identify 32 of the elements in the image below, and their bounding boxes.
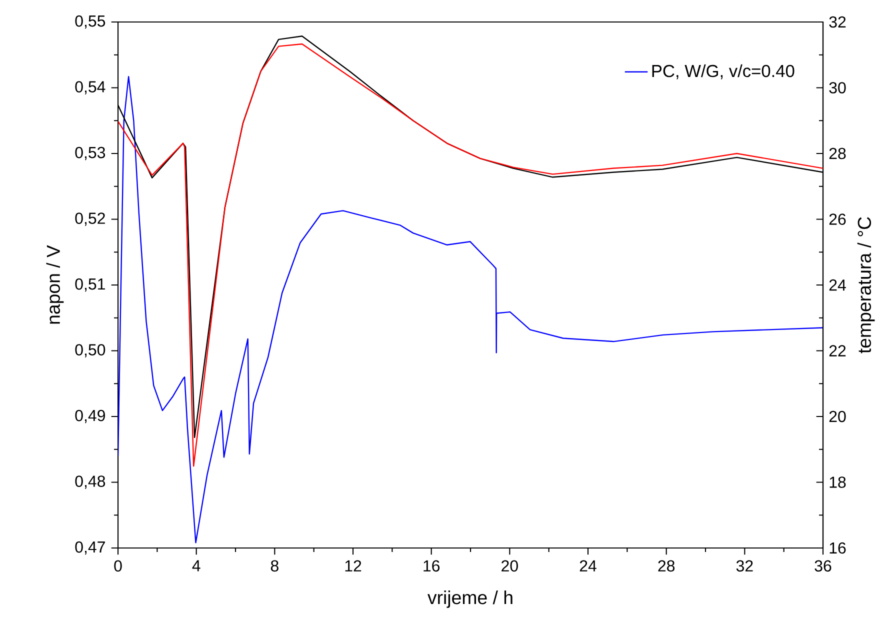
legend-label: PC, W/G, v/c=0.40 <box>652 64 794 80</box>
y-tick-label: 0,49 <box>75 410 105 424</box>
y2-axis-title: temperatura / °C <box>857 217 875 354</box>
y2-tick-label: 26 <box>829 214 846 225</box>
x-tick-label: 8 <box>270 560 278 572</box>
y-axis-title: napon / V <box>46 245 64 324</box>
x-tick-label: 4 <box>192 560 200 572</box>
y-tick-label: 0,53 <box>75 146 106 160</box>
x-tick-label: 12 <box>345 560 362 572</box>
x-tick-label: 20 <box>502 560 518 572</box>
y2-tick-label: 30 <box>829 82 846 94</box>
y2-tick-label: 18 <box>830 476 846 488</box>
x-tick-label: 16 <box>424 560 440 572</box>
y2-tick-label: 28 <box>829 148 846 160</box>
y-tick-label: 0,51 <box>75 278 105 292</box>
y-tick-label: 0,54 <box>75 81 106 94</box>
y-tick-label: 0,52 <box>75 212 105 226</box>
y2-tick-label: 20 <box>829 410 846 422</box>
y-tick-label: 0,48 <box>75 476 106 489</box>
y2-tick-label: 16 <box>830 542 846 554</box>
x-tick-label: 0 <box>114 560 122 572</box>
y2-tick-label: 24 <box>829 279 846 291</box>
x-tick-label: 36 <box>814 560 832 572</box>
x-axis-title: vrijeme / h <box>428 590 512 608</box>
y-tick-label: 0,55 <box>75 15 106 29</box>
y-tick-label: 0,50 <box>75 344 106 358</box>
y2-tick-label: 22 <box>829 345 846 356</box>
x-tick-label: 24 <box>580 560 596 572</box>
y2-tick-label: 32 <box>829 16 846 28</box>
x-tick-label: 28 <box>658 560 675 572</box>
y-tick-label: 0,47 <box>75 541 105 555</box>
x-tick-label: 32 <box>736 560 753 572</box>
